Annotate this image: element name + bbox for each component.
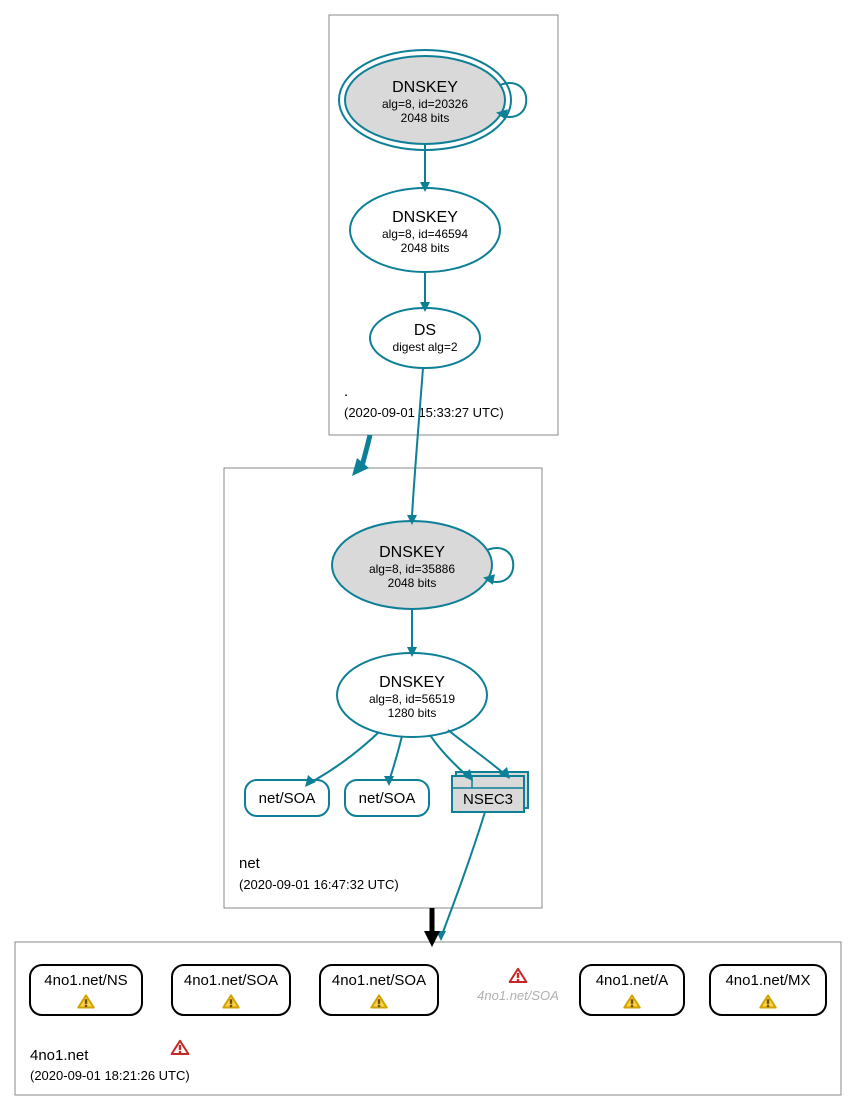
node-net_nsec3: NSEC3 bbox=[452, 772, 528, 812]
edge-net_zsk-net_soa2 bbox=[390, 736, 402, 778]
svg-text:4no1.net/NS: 4no1.net/NS bbox=[44, 972, 127, 989]
zone-timestamp-net: (2020-09-01 16:47:32 UTC) bbox=[239, 877, 399, 892]
edge-root_ds-net_ksk bbox=[412, 368, 423, 516]
svg-text:alg=8, id=35886: alg=8, id=35886 bbox=[369, 562, 455, 576]
zone-timestamp-root: (2020-09-01 15:33:27 UTC) bbox=[344, 405, 504, 420]
svg-text:DNSKEY: DNSKEY bbox=[392, 209, 458, 226]
rrset-box: 4no1.net/SOA bbox=[172, 965, 290, 1015]
svg-text:DNSKEY: DNSKEY bbox=[379, 674, 445, 691]
node-net_zsk: DNSKEYalg=8, id=565191280 bits bbox=[337, 653, 487, 737]
svg-text:4no1.net/SOA: 4no1.net/SOA bbox=[477, 988, 559, 1003]
zone-title-net: net bbox=[239, 855, 261, 872]
node-net_soa1: net/SOA bbox=[245, 780, 329, 816]
zone-title-domain: 4no1.net bbox=[30, 1047, 89, 1064]
svg-text:2048 bits: 2048 bits bbox=[388, 576, 437, 590]
rrset-ghost: 4no1.net/SOA bbox=[477, 969, 559, 1003]
svg-text:4no1.net/A: 4no1.net/A bbox=[596, 972, 669, 989]
rrset-box: 4no1.net/SOA bbox=[320, 965, 438, 1015]
svg-text:DNSKEY: DNSKEY bbox=[379, 544, 445, 561]
svg-text:4no1.net/SOA: 4no1.net/SOA bbox=[332, 972, 426, 989]
svg-text:DNSKEY: DNSKEY bbox=[392, 79, 458, 96]
node-net_soa2: net/SOA bbox=[345, 780, 429, 816]
node-root_ds: DSdigest alg=2 bbox=[370, 308, 480, 368]
svg-text:2048 bits: 2048 bits bbox=[401, 241, 450, 255]
zone-title-root: . bbox=[344, 383, 348, 400]
edge-net_zsk-net_soa1 bbox=[315, 732, 379, 780]
zone-timestamp-domain: (2020-09-01 18:21:26 UTC) bbox=[30, 1068, 190, 1083]
svg-text:4no1.net/MX: 4no1.net/MX bbox=[725, 972, 810, 989]
svg-text:2048 bits: 2048 bits bbox=[401, 111, 450, 125]
rrset-box: 4no1.net/NS bbox=[30, 965, 142, 1015]
svg-text:alg=8, id=20326: alg=8, id=20326 bbox=[382, 97, 468, 111]
zone-warning bbox=[172, 1041, 189, 1054]
svg-text:net/SOA: net/SOA bbox=[259, 790, 316, 807]
svg-text:1280 bits: 1280 bits bbox=[388, 706, 437, 720]
svg-text:NSEC3: NSEC3 bbox=[463, 791, 513, 808]
svg-text:alg=8, id=56519: alg=8, id=56519 bbox=[369, 692, 455, 706]
dnssec-diagram: . (2020-09-01 15:33:27 UTC) net (2020-09-01… bbox=[0, 0, 856, 1108]
svg-text:DS: DS bbox=[414, 322, 436, 339]
rrset-box: 4no1.net/A bbox=[580, 965, 684, 1015]
svg-text:alg=8, id=46594: alg=8, id=46594 bbox=[382, 227, 468, 241]
edge-net_nsec3-domain_zone bbox=[443, 812, 485, 932]
node-root_ksk: DNSKEYalg=8, id=203262048 bits bbox=[339, 50, 511, 150]
edge-net_zsk-net_nsec3_a bbox=[430, 735, 465, 774]
rrset-box: 4no1.net/MX bbox=[710, 965, 826, 1015]
node-root_zsk: DNSKEYalg=8, id=465942048 bits bbox=[350, 188, 500, 272]
svg-text:digest alg=2: digest alg=2 bbox=[392, 340, 457, 354]
zone-arrow-root_box bbox=[362, 435, 370, 466]
svg-text:4no1.net/SOA: 4no1.net/SOA bbox=[184, 972, 278, 989]
node-net_ksk: DNSKEYalg=8, id=358862048 bits bbox=[332, 521, 492, 609]
svg-text:net/SOA: net/SOA bbox=[359, 790, 416, 807]
